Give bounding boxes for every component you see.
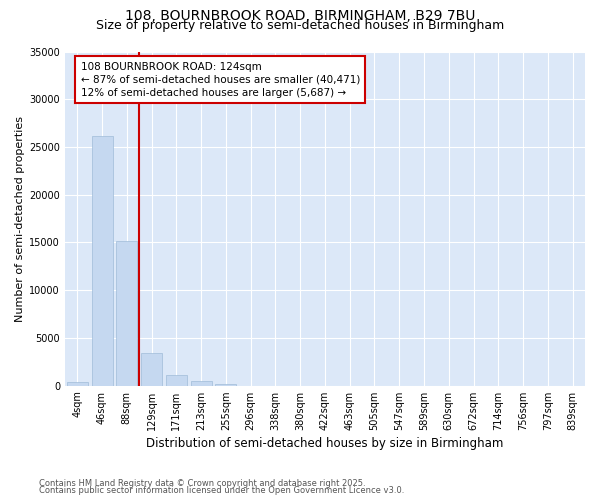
Text: Size of property relative to semi-detached houses in Birmingham: Size of property relative to semi-detach… — [96, 19, 504, 32]
Bar — [191, 382, 212, 386]
X-axis label: Distribution of semi-detached houses by size in Birmingham: Distribution of semi-detached houses by … — [146, 437, 503, 450]
Text: Contains public sector information licensed under the Open Government Licence v3: Contains public sector information licen… — [39, 486, 404, 495]
Bar — [116, 240, 137, 386]
Bar — [166, 374, 187, 386]
Bar — [215, 384, 236, 386]
Bar — [92, 136, 113, 386]
Text: 108, BOURNBROOK ROAD, BIRMINGHAM, B29 7BU: 108, BOURNBROOK ROAD, BIRMINGHAM, B29 7B… — [125, 9, 475, 23]
Y-axis label: Number of semi-detached properties: Number of semi-detached properties — [15, 116, 25, 322]
Text: 108 BOURNBROOK ROAD: 124sqm
← 87% of semi-detached houses are smaller (40,471)
1: 108 BOURNBROOK ROAD: 124sqm ← 87% of sem… — [80, 62, 360, 98]
Bar — [141, 353, 162, 386]
Text: Contains HM Land Registry data © Crown copyright and database right 2025.: Contains HM Land Registry data © Crown c… — [39, 478, 365, 488]
Bar — [67, 382, 88, 386]
